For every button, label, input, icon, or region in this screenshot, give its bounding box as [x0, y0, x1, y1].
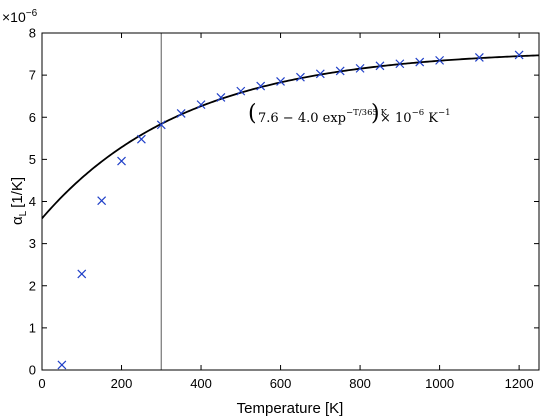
y-tick-label: 2 [29, 278, 36, 293]
plot-area [41, 33, 540, 370]
svg-text:αL[1/K]: αL[1/K] [9, 177, 29, 225]
data-point [474, 53, 484, 62]
x-tick-label: 200 [111, 376, 133, 391]
data-point [395, 59, 405, 69]
data-point [256, 81, 266, 91]
y-tick-label: 1 [29, 320, 36, 335]
axes-frame [41, 32, 540, 371]
fit-equation: ( 7.6 − 4.0 exp−T/365 K ) × 10−6 K−1 [248, 101, 451, 126]
y-tick-label: 5 [29, 152, 36, 167]
data-point [296, 72, 305, 82]
data-point [136, 134, 146, 144]
y-multiplier: ×10−6 [2, 8, 38, 25]
data-point [276, 77, 285, 86]
x-tick-label: 600 [270, 376, 292, 391]
x-tick-label: 0 [38, 376, 45, 391]
y-tick-label: 3 [29, 236, 36, 251]
data-point [315, 69, 325, 79]
data-point [156, 120, 166, 130]
data-point [514, 50, 524, 60]
data-point [216, 93, 226, 102]
equation-units: × 10−6 K−1 [380, 108, 451, 126]
equation-text: 7.6 − 4.0 exp−T/365 K [258, 108, 388, 126]
data-point [415, 57, 425, 67]
equation-left-paren: ( [248, 101, 257, 126]
x-axis-label: Temperature [K] [237, 400, 344, 417]
axis-ticks: 0 200 400 600 800 1000 1200 0 1 2 3 4 5 6 7 8 [29, 26, 539, 391]
data-point [97, 196, 107, 206]
data-point [176, 109, 186, 118]
data-point [236, 86, 246, 96]
x-tick-label: 800 [349, 376, 371, 391]
data-point [335, 66, 345, 76]
y-tick-label: 7 [29, 68, 36, 83]
equation-right-paren: ) [371, 101, 380, 126]
y-tick-label: 8 [29, 26, 36, 41]
data-point [375, 61, 385, 71]
y-axis-label: αL[1/K] [9, 177, 29, 225]
y-tick-label: 4 [29, 194, 36, 209]
data-point [117, 156, 126, 166]
data-point [57, 360, 67, 370]
y-tick-label: 0 [29, 363, 36, 378]
data-point [355, 63, 365, 73]
x-tick-label: 1000 [425, 376, 454, 391]
x-tick-label: 400 [190, 376, 212, 391]
x-tick-label: 1200 [505, 376, 534, 391]
fit-curve [41, 54, 540, 219]
data-point [196, 100, 206, 110]
data-point [77, 269, 87, 279]
data-point [435, 55, 445, 65]
y-tick-label: 6 [29, 110, 36, 125]
